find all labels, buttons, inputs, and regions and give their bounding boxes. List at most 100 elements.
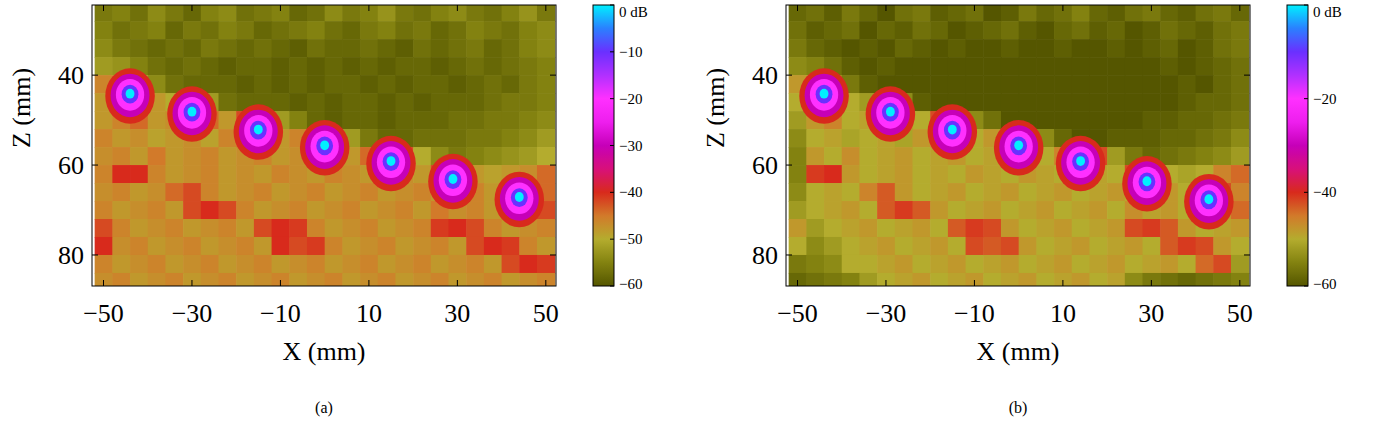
cell bbox=[95, 39, 113, 58]
cell bbox=[95, 129, 113, 148]
x-axis-title: X (mm) bbox=[976, 337, 1059, 366]
cell bbox=[948, 183, 966, 202]
cell bbox=[413, 57, 431, 76]
cell bbox=[1231, 183, 1249, 202]
cell bbox=[307, 273, 325, 286]
x-tick bbox=[797, 5, 798, 11]
cell bbox=[789, 129, 807, 148]
colorbar-label: −50 bbox=[619, 231, 642, 247]
cell bbox=[219, 201, 237, 220]
cell bbox=[1143, 219, 1161, 238]
cell bbox=[948, 219, 966, 238]
y-tick bbox=[1244, 75, 1250, 76]
cell bbox=[983, 255, 1001, 274]
cell bbox=[859, 147, 877, 166]
cell bbox=[502, 237, 520, 256]
cell bbox=[466, 21, 484, 40]
cell bbox=[1213, 237, 1231, 256]
cell bbox=[859, 57, 877, 76]
cell bbox=[842, 183, 860, 202]
cell bbox=[148, 237, 166, 256]
cell bbox=[519, 75, 537, 94]
cell bbox=[1160, 5, 1178, 22]
cell bbox=[183, 219, 201, 238]
cell bbox=[966, 255, 984, 274]
cell bbox=[1107, 129, 1125, 148]
cell bbox=[449, 21, 467, 40]
cell bbox=[1089, 201, 1107, 220]
cell bbox=[877, 57, 895, 76]
cell bbox=[1231, 75, 1249, 94]
cell bbox=[325, 57, 343, 76]
cell bbox=[859, 39, 877, 58]
cell bbox=[1196, 237, 1214, 256]
cell bbox=[1107, 111, 1125, 130]
cell bbox=[413, 255, 431, 274]
cell bbox=[983, 75, 1001, 94]
target bbox=[866, 86, 916, 141]
cell bbox=[1213, 75, 1231, 94]
cell bbox=[1125, 39, 1143, 58]
target bbox=[1204, 194, 1213, 204]
cell bbox=[842, 21, 860, 40]
cell bbox=[395, 111, 413, 130]
cell bbox=[806, 165, 824, 184]
cell bbox=[537, 39, 555, 58]
cell bbox=[806, 255, 824, 274]
cell bbox=[413, 237, 431, 256]
target bbox=[1066, 146, 1094, 178]
cell bbox=[1089, 21, 1107, 40]
cell bbox=[1019, 219, 1037, 238]
y-tick bbox=[550, 165, 556, 166]
cell bbox=[289, 5, 307, 22]
cell bbox=[842, 201, 860, 220]
target bbox=[116, 79, 144, 111]
colorbar-label: 0 dB bbox=[619, 4, 648, 20]
cell bbox=[342, 237, 360, 256]
cell bbox=[877, 219, 895, 238]
cell bbox=[307, 75, 325, 94]
cell bbox=[360, 5, 378, 22]
cell bbox=[219, 165, 237, 184]
cell bbox=[806, 39, 824, 58]
cell bbox=[842, 39, 860, 58]
colorbar-tick bbox=[610, 192, 614, 193]
cell bbox=[254, 201, 272, 220]
cell bbox=[236, 273, 254, 286]
cell bbox=[148, 255, 166, 274]
cell bbox=[983, 201, 1001, 220]
cell bbox=[183, 237, 201, 256]
target bbox=[820, 89, 829, 99]
x-tick bbox=[1062, 280, 1063, 286]
cell bbox=[1001, 21, 1019, 40]
cell bbox=[183, 5, 201, 22]
cell bbox=[130, 5, 148, 22]
cell bbox=[859, 219, 877, 238]
cell bbox=[913, 57, 931, 76]
cell bbox=[824, 183, 842, 202]
cell bbox=[877, 147, 895, 166]
cell bbox=[130, 21, 148, 40]
target bbox=[1005, 131, 1033, 163]
cell bbox=[236, 57, 254, 76]
cell bbox=[859, 183, 877, 202]
cell bbox=[1054, 75, 1072, 94]
cell bbox=[1036, 273, 1054, 286]
cell bbox=[165, 255, 183, 274]
cell bbox=[1001, 255, 1019, 274]
cell bbox=[378, 5, 396, 22]
cell bbox=[1107, 255, 1125, 274]
cell bbox=[1107, 21, 1125, 40]
cell bbox=[1036, 75, 1054, 94]
colorbar-label: −20 bbox=[1313, 91, 1336, 107]
target bbox=[1189, 179, 1228, 223]
cell bbox=[930, 255, 948, 274]
plot-frame bbox=[786, 5, 1250, 286]
cell bbox=[859, 5, 877, 22]
cell bbox=[272, 255, 290, 274]
cell bbox=[983, 183, 1001, 202]
cell bbox=[859, 255, 877, 274]
cell bbox=[325, 21, 343, 40]
cell bbox=[1072, 219, 1090, 238]
cell bbox=[913, 39, 931, 58]
